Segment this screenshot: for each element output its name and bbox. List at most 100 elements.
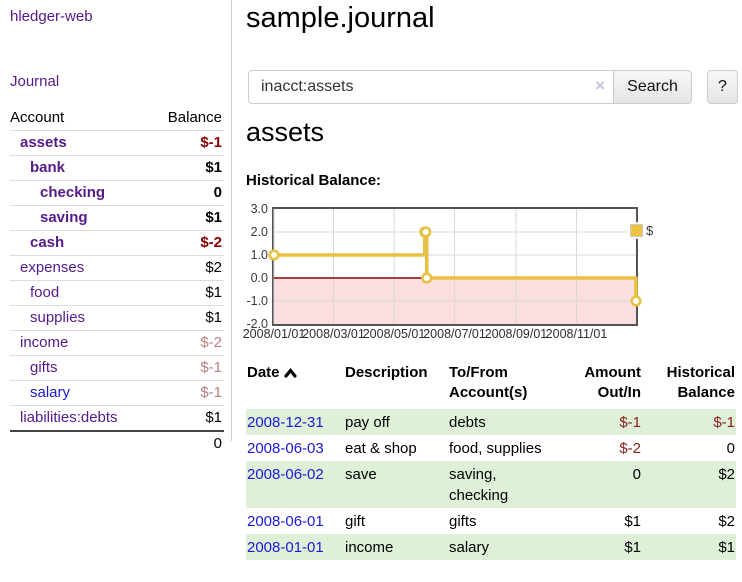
account-link-liabilities-debts[interactable]: liabilities:debts [20, 409, 118, 426]
app-title-link[interactable]: hledger-web [10, 8, 93, 25]
register-description-cell: income [345, 538, 394, 556]
x-tick-label: 2008/01/01 [242, 327, 306, 341]
transaction-date-link[interactable]: 2008-01-01 [247, 538, 324, 556]
x-tick-label: 2008/09/01 [484, 327, 548, 341]
register-amount-cell: $1 [624, 512, 641, 530]
account-cell: assets [10, 130, 151, 156]
historical-balance-chart: $ 3.0 2.0 1.0 0.0 -1.0 -2.0 2008/01/01 2008/03… [242, 200, 742, 346]
register-accounts-cell: gifts [449, 512, 477, 530]
x-tick-label: 2008/07/01 [423, 327, 486, 341]
account-link-assets[interactable]: assets [20, 134, 67, 151]
account-link-bank[interactable]: bank [30, 159, 66, 176]
chart-point-marker [630, 295, 642, 307]
register-date-cell: 2008-12-31 [246, 409, 344, 435]
register-date-cell: 2008-06-03 [246, 435, 344, 461]
chart-point-marker [420, 226, 432, 238]
account-link-income[interactable]: income [20, 334, 69, 351]
y-tick-label: -1.0 [246, 293, 268, 308]
account-row: income $-2 [10, 330, 224, 356]
accounts-header-balance: Balance [167, 109, 222, 126]
register-table: Date Description To/From Account(s) Amou… [246, 358, 736, 560]
accounts-table: Account Balance assets $-1 bank $1 checking 0… [10, 106, 224, 456]
register-header-amount: Amount Out/In [584, 364, 641, 401]
account-link-food[interactable]: food [30, 284, 60, 301]
account-heading: assets [246, 117, 325, 147]
account-balance: $1 [150, 155, 224, 181]
register-description-cell: pay off [345, 413, 390, 431]
page-title: sample.journal [246, 2, 435, 34]
register-date-cell: 2008-01-01 [246, 534, 344, 560]
account-balance: $-1 [150, 130, 224, 156]
account-cell: income [10, 330, 151, 356]
legend-label: $ [646, 223, 654, 238]
register-header-date: Date [246, 358, 344, 409]
account-link-checking[interactable]: checking [40, 184, 106, 201]
register-balance-cell: $2 [718, 512, 735, 530]
register-accounts-cell: salary [449, 538, 490, 556]
account-row: supplies $1 [10, 305, 224, 331]
register-description-cell: eat & shop [345, 439, 417, 457]
account-link-saving[interactable]: saving [40, 209, 88, 226]
transaction-date-link[interactable]: 2008-06-02 [247, 465, 324, 483]
y-tick-label: 1.0 [250, 247, 268, 262]
account-cell: checking [10, 180, 151, 206]
account-cell: liabilities:debts [10, 405, 151, 431]
account-row: liabilities:debts $1 [10, 405, 224, 431]
register-amount-cell: $-2 [619, 439, 641, 457]
x-tick-label: 2008/11/01 [545, 327, 608, 341]
account-balance: $-1 [150, 355, 224, 381]
register-amount-cell: $1 [624, 538, 641, 556]
register-accounts-cell: food, supplies [449, 439, 542, 457]
register-header-balance: Historical Balance [666, 364, 735, 401]
account-row: assets $-1 [10, 130, 224, 156]
register-balance-cell: $1 [718, 538, 735, 556]
account-link-gifts[interactable]: gifts [30, 359, 58, 376]
account-cell: expenses [10, 255, 151, 281]
transaction-date-link[interactable]: 2008-12-31 [247, 413, 324, 431]
register-balance-cell: $-1 [713, 413, 735, 431]
account-cell: saving [10, 205, 151, 231]
account-link-expenses[interactable]: expenses [20, 259, 85, 276]
transaction-date-link[interactable]: 2008-06-03 [247, 439, 324, 457]
register-accounts-cell: debts [449, 413, 486, 431]
account-balance: $1 [150, 305, 224, 331]
register-accounts-cell: saving, checking [449, 465, 509, 504]
account-link-cash[interactable]: cash [30, 234, 65, 251]
register-row: 2008-12-31 pay off debts $-1 $-1 [246, 409, 736, 435]
account-row: checking 0 [10, 180, 224, 206]
account-balance: $1 [150, 205, 224, 231]
account-cell: salary [10, 380, 151, 406]
sidebar: hledger-web Journal Account Balance asse… [0, 0, 232, 456]
account-row: expenses $2 [10, 255, 224, 281]
account-cell: supplies [10, 305, 151, 331]
account-balance: $2 [150, 255, 224, 281]
account-link-supplies[interactable]: supplies [30, 309, 86, 326]
transaction-date-link[interactable]: 2008-06-01 [247, 512, 324, 530]
account-row: cash $-2 [10, 230, 224, 256]
chart-legend: $ [628, 222, 656, 239]
register-row: 2008-06-02 save saving, checking 0 $2 [246, 461, 736, 508]
account-row: gifts $-1 [10, 355, 224, 381]
search-button[interactable]: Search [613, 70, 692, 104]
account-cell: gifts [10, 355, 151, 381]
chart-point-marker [421, 272, 433, 284]
x-tick-label: 2008/05/01 [362, 327, 426, 341]
chart-canvas [268, 209, 642, 324]
accounts-total-value: 0 [150, 430, 224, 456]
account-row: food $1 [10, 280, 224, 306]
account-row: saving $1 [10, 205, 224, 231]
sidebar-item-journal[interactable]: Journal [10, 73, 60, 90]
chart-plot-area: $ [268, 207, 656, 326]
register-date-cell: 2008-06-02 [246, 461, 344, 508]
accounts-body: assets $-1 bank $1 checking 0 saving $1 cash $-2 e… [10, 130, 224, 431]
search-wrap: × [248, 70, 614, 104]
search-input[interactable] [248, 70, 614, 104]
register-row: 2008-01-01 income salary $1 $1 [246, 534, 736, 560]
chart-title: Historical Balance: [246, 172, 382, 189]
help-button[interactable]: ? [707, 70, 738, 104]
register-description-cell: gift [345, 512, 366, 530]
clear-search-icon[interactable]: × [595, 76, 605, 95]
y-tick-label: 2.0 [250, 224, 268, 239]
account-link-salary[interactable]: salary [30, 384, 71, 401]
x-tick-label: 2008/03/01 [302, 327, 365, 341]
